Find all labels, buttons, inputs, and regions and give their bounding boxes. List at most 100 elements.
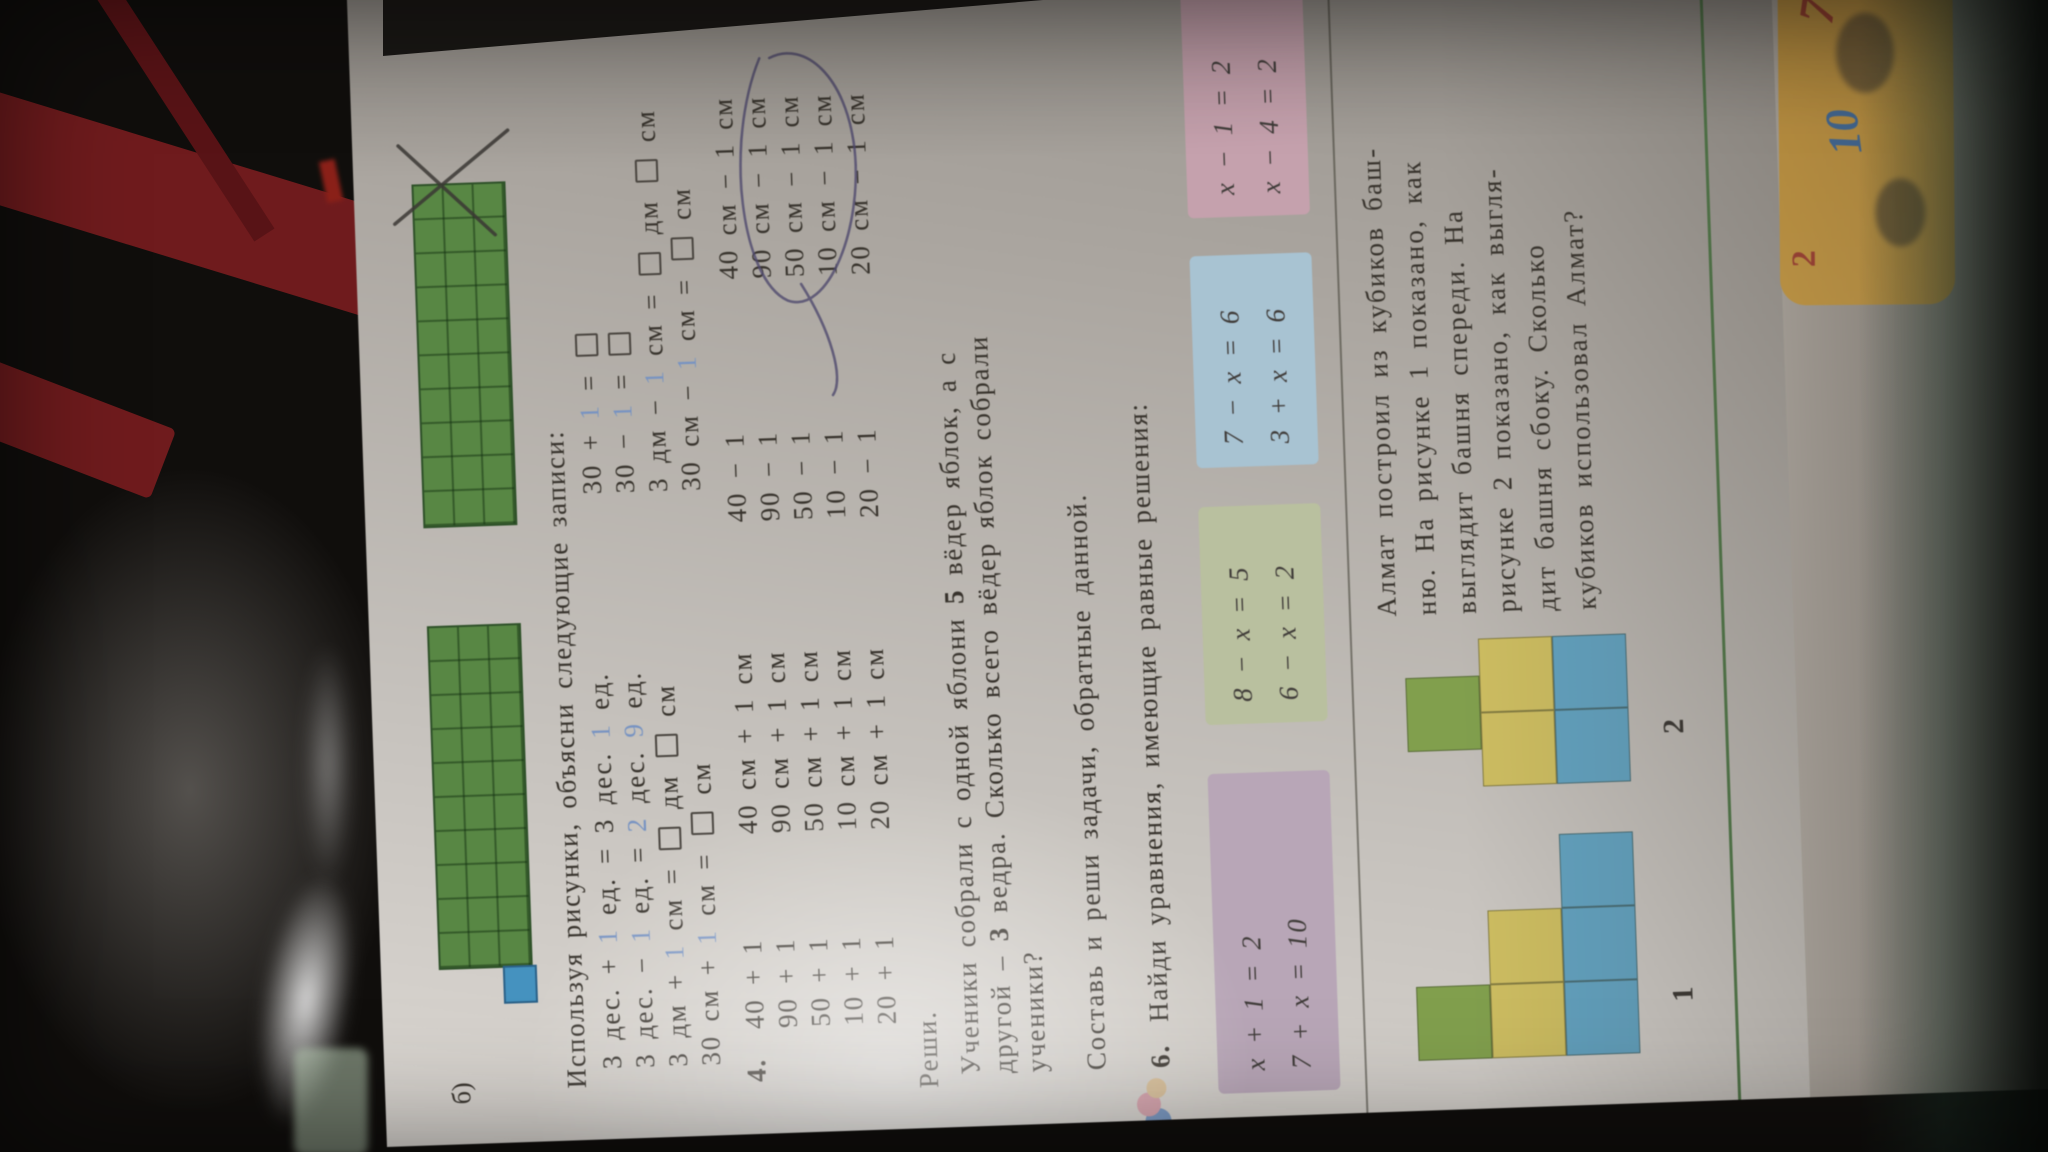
- handwritten-seven: 7: [1787, 0, 1847, 28]
- list-line: 90 − 1: [752, 430, 786, 522]
- text-segment: 30 +: [574, 419, 608, 495]
- text-segment: см: [665, 186, 698, 235]
- text-segment: 5: [938, 588, 970, 605]
- box-equation: 6 − x = 2: [1269, 563, 1304, 701]
- text-segment: 1: [691, 928, 723, 946]
- text-segment: ед. =: [622, 831, 656, 928]
- page-footer-rule: [1695, 0, 1742, 1100]
- sec4-col1: 40 + 1 90 + 1 50 + 1 10 + 1 20 + 1: [736, 934, 904, 1030]
- cube-cell: [1561, 905, 1638, 982]
- cube-row: [1485, 834, 1567, 1059]
- text-segment: 9: [618, 721, 649, 739]
- list-line: 20 − 1: [851, 427, 885, 519]
- text-segment: ед.: [583, 671, 616, 724]
- mascot-icon: [1130, 1073, 1178, 1135]
- cube-row: [1477, 636, 1558, 787]
- cube-cell: [1563, 979, 1641, 1056]
- text-segment: дес.: [618, 737, 652, 818]
- cube-cell: [1480, 709, 1558, 787]
- text-segment: 3 дм +: [659, 958, 694, 1068]
- text-segment: 30 см +: [692, 944, 727, 1067]
- book-edge-shadow: [1858, 0, 2048, 1152]
- text-segment: 1: [639, 368, 670, 386]
- extra-cm-cell: [502, 964, 539, 1004]
- exercise-number-6: 6.: [1144, 1043, 1176, 1069]
- text-segment: см: [629, 108, 662, 157]
- answer-square: [607, 331, 632, 356]
- text-segment: 1: [585, 722, 616, 740]
- text-segment: 30 см −: [672, 369, 707, 492]
- text-segment: другой –: [984, 941, 1019, 1074]
- box-equation: x − 1 = 2: [1205, 58, 1241, 196]
- cube-cell: [1416, 984, 1493, 1061]
- text-segment: 3 дес. +: [593, 943, 628, 1070]
- plastic-glare-2: [296, 600, 360, 930]
- text-segment: ед. = 3 дес.: [585, 738, 623, 930]
- cube-figure-1: [1411, 831, 1641, 1061]
- equation-box: 7 − x = 6 3 + x = 6: [1189, 252, 1319, 469]
- list-line: 10 + 1: [835, 935, 870, 1027]
- box-equation: 7 − x = 6: [1214, 308, 1250, 446]
- text-segment: 1: [625, 926, 657, 944]
- item-label: б): [446, 1081, 477, 1105]
- problem-line: ученики?: [1017, 950, 1054, 1073]
- text-segment: дм: [632, 186, 665, 249]
- cube-row: [1558, 831, 1641, 1056]
- text-segment: 3 дм −: [639, 384, 674, 493]
- list-line: 40 − 1: [719, 431, 753, 523]
- list-line: 20 + 1: [868, 933, 903, 1025]
- list-line: 40 + 1: [736, 938, 771, 1030]
- box-equation: 8 − x = 5: [1223, 564, 1258, 703]
- cube-cell: [1405, 675, 1482, 753]
- cover-edge-sliver: [294, 1048, 368, 1152]
- list-line: 50 − 1: [785, 429, 819, 521]
- list-line: 10 − 1: [818, 428, 852, 520]
- answer-square: [634, 159, 659, 184]
- pen-oval-scribble: [739, 52, 857, 397]
- box-equation: 7 + x = 10: [1281, 916, 1317, 1070]
- text-segment: 30 −: [607, 418, 641, 494]
- cube-row: [1411, 836, 1493, 1061]
- exercise-title-6: Найди уравнения, имеющие равные решения:: [1122, 401, 1175, 1023]
- cube-cell: [1489, 981, 1567, 1059]
- sec4-col2: 40 см + 1 см 90 см + 1 см 50 см + 1 см 10 с…: [726, 647, 897, 835]
- text-segment: =: [572, 359, 605, 405]
- list-line: 50 + 1: [802, 936, 837, 1028]
- answer-square: [654, 733, 679, 758]
- answer-square: [637, 251, 662, 276]
- list-line: 20 см + 1 см: [858, 646, 896, 831]
- figure-label-1: 1: [1666, 986, 1700, 1003]
- text-segment: ученики?: [1017, 949, 1052, 1073]
- answer-square: [574, 332, 599, 357]
- sec4-col3: 40 − 1 90 − 1 50 − 1 10 − 1 20 − 1: [718, 427, 886, 523]
- cube-cell: [1554, 707, 1631, 784]
- answer-square: [670, 237, 695, 261]
- text-segment: см: [650, 683, 682, 731]
- cube-row: [1404, 639, 1482, 753]
- cube-cell: [1487, 907, 1564, 985]
- equation-box: x − 1 = 2 x − 4 = 2: [1179, 0, 1311, 219]
- text-segment: см: [685, 761, 718, 809]
- cube-row: [1551, 633, 1631, 784]
- box-equation: 3 + x = 6: [1260, 306, 1295, 444]
- text-segment: =: [605, 358, 638, 404]
- equation-box: 8 − x = 5 6 − x = 2: [1198, 503, 1328, 726]
- text-segment: ед.: [616, 670, 649, 723]
- pencil-x-mark: [393, 128, 510, 237]
- text-segment: 3: [983, 925, 1015, 943]
- exercise-title-reshi: Реши.: [911, 1009, 945, 1089]
- followup-task: Составь и реши задачи, обратные данной.: [1061, 492, 1112, 1071]
- text-segment: 1: [659, 943, 690, 960]
- text-segment: см =: [668, 263, 702, 356]
- text-segment: 1: [607, 402, 638, 420]
- cube-cell: [1477, 636, 1555, 713]
- text-segment: 3 дес. −: [626, 942, 661, 1069]
- text-segment: 1: [574, 403, 605, 421]
- figure-label-2: 2: [1656, 718, 1691, 735]
- book-page: б) Используя рисунки, объясни следующие …: [343, 0, 2048, 1148]
- cube-figure-2: [1404, 633, 1631, 789]
- text-segment: 2: [621, 816, 653, 833]
